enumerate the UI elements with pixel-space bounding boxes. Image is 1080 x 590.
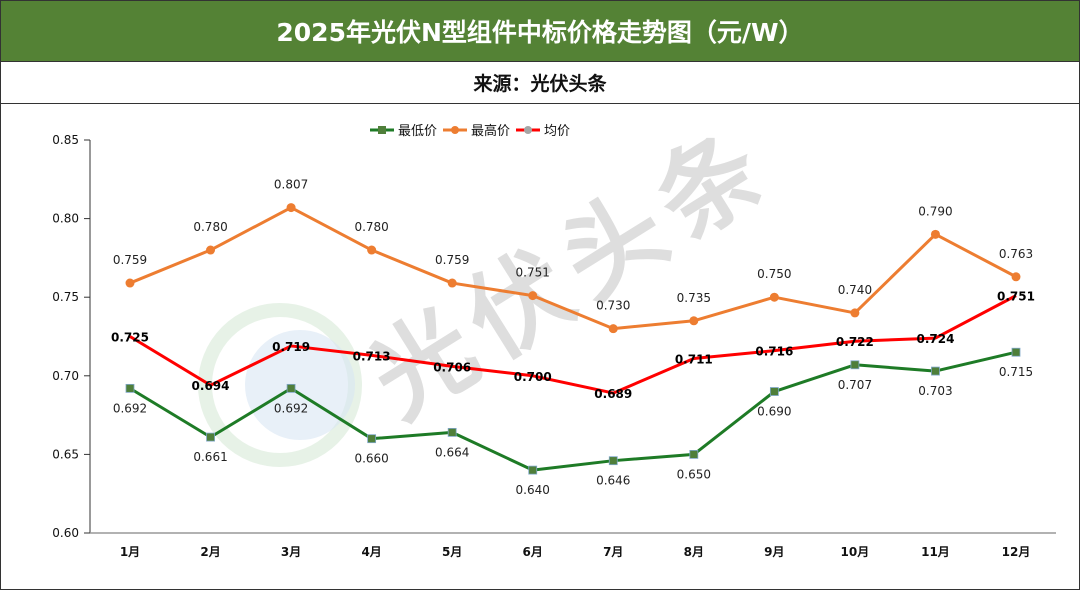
x-tick-label: 9月 xyxy=(764,545,784,559)
data-point-max xyxy=(367,245,377,255)
x-tick-label: 6月 xyxy=(523,545,543,559)
data-label-avg: 0.725 xyxy=(111,331,149,345)
legend-label: 均价 xyxy=(544,124,570,139)
y-tick-label: 0.75 xyxy=(52,290,79,304)
y-tick-label: 0.60 xyxy=(52,526,79,540)
data-label-avg: 0.724 xyxy=(916,332,954,346)
legend-label: 最低价 xyxy=(398,124,437,139)
x-tick-label: 1月 xyxy=(120,545,140,559)
data-label-avg: 0.689 xyxy=(594,387,632,401)
data-label-avg: 0.713 xyxy=(353,349,391,363)
legend-marker xyxy=(524,126,532,134)
data-label-min: 0.664 xyxy=(435,445,469,459)
data-label-min: 0.661 xyxy=(193,450,227,464)
data-label-min: 0.715 xyxy=(999,365,1033,379)
data-label-avg: 0.700 xyxy=(514,370,552,384)
y-tick-label: 0.85 xyxy=(52,133,79,147)
data-point-min xyxy=(528,465,538,475)
data-label-min: 0.692 xyxy=(113,401,147,415)
data-label-max: 0.780 xyxy=(193,220,227,234)
data-label-max: 0.790 xyxy=(918,204,952,218)
data-point-max xyxy=(689,316,699,326)
data-label-avg: 0.694 xyxy=(192,379,230,393)
data-point-min xyxy=(206,432,215,442)
data-point-max xyxy=(608,324,618,334)
data-label-avg: 0.722 xyxy=(836,335,874,349)
y-tick-label: 0.70 xyxy=(52,369,79,383)
data-point-max xyxy=(528,291,538,301)
data-label-max: 0.735 xyxy=(677,291,711,305)
data-label-avg: 0.751 xyxy=(997,290,1035,304)
data-label-max: 0.750 xyxy=(757,267,791,281)
data-point-max xyxy=(125,278,135,288)
data-point-min xyxy=(447,427,457,437)
data-label-min: 0.690 xyxy=(757,405,791,419)
data-label-max: 0.763 xyxy=(999,247,1033,261)
x-tick-label: 3月 xyxy=(281,545,301,559)
legend-label: 最高价 xyxy=(471,123,510,139)
data-point-max xyxy=(206,245,216,255)
chart-title: 2025年光伏N型组件中标价格走势图（元/W） xyxy=(0,0,1080,62)
data-point-min xyxy=(931,366,940,376)
svg-text:光伏头条: 光伏头条 xyxy=(351,104,793,441)
data-label-max: 0.759 xyxy=(435,253,469,267)
data-point-min xyxy=(1011,347,1021,357)
data-point-min xyxy=(689,449,699,459)
data-point-max xyxy=(286,203,296,213)
y-tick-label: 0.65 xyxy=(52,447,79,461)
data-point-max xyxy=(769,292,779,302)
legend-marker xyxy=(378,126,386,134)
data-label-max: 0.807 xyxy=(274,178,308,192)
data-label-min: 0.692 xyxy=(274,401,308,415)
x-tick-label: 12月 xyxy=(1002,545,1031,559)
legend-marker xyxy=(451,126,459,134)
data-point-max xyxy=(447,278,457,288)
data-label-max: 0.751 xyxy=(516,266,550,280)
data-point-max xyxy=(930,229,940,239)
x-tick-label: 5月 xyxy=(442,545,462,559)
x-tick-label: 10月 xyxy=(841,545,870,559)
data-label-avg: 0.716 xyxy=(755,345,793,359)
x-tick-label: 4月 xyxy=(361,545,381,559)
x-tick-label: 8月 xyxy=(684,545,704,559)
x-tick-label: 2月 xyxy=(200,545,220,559)
data-label-min: 0.660 xyxy=(354,452,388,466)
data-point-min xyxy=(125,383,135,393)
data-label-avg: 0.706 xyxy=(433,360,471,374)
y-tick-label: 0.80 xyxy=(52,212,79,226)
data-label-min: 0.707 xyxy=(838,378,872,392)
x-tick-label: 7月 xyxy=(603,545,623,559)
x-tick-label: 11月 xyxy=(921,545,950,559)
series-line-最低价 xyxy=(129,350,1017,472)
data-point-max xyxy=(1011,272,1021,282)
data-label-max: 0.759 xyxy=(113,253,147,267)
series-line-均价 xyxy=(129,294,1017,395)
data-point-max xyxy=(850,308,860,318)
data-label-max: 0.780 xyxy=(354,220,388,234)
data-point-min xyxy=(769,387,779,396)
data-point-min xyxy=(850,360,860,370)
data-label-max: 0.730 xyxy=(596,299,630,313)
data-label-max: 0.740 xyxy=(838,283,872,297)
series-line-最高价 xyxy=(129,206,1017,331)
data-label-min: 0.646 xyxy=(596,474,630,488)
data-label-min: 0.650 xyxy=(677,467,711,481)
data-label-avg: 0.719 xyxy=(272,340,310,354)
data-point-min xyxy=(286,383,296,393)
data-label-avg: 0.711 xyxy=(675,353,713,367)
data-label-min: 0.640 xyxy=(516,483,550,497)
data-point-min xyxy=(367,434,377,444)
data-point-min xyxy=(608,456,618,466)
data-label-min: 0.703 xyxy=(918,384,952,398)
